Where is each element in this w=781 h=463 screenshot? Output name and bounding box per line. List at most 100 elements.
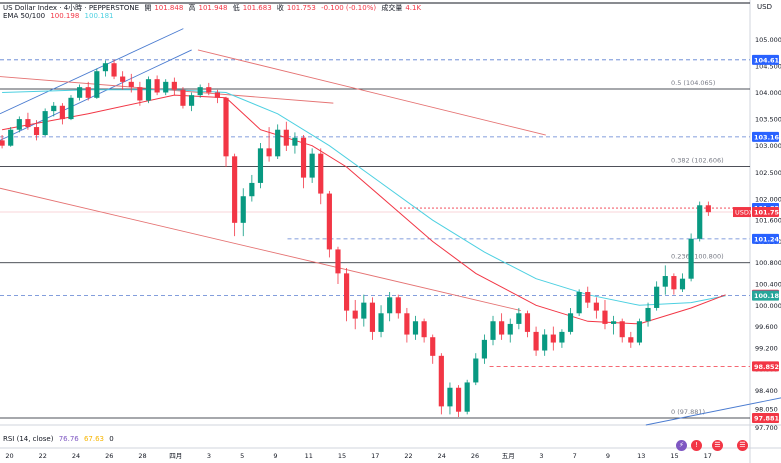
price-label-text: 97.881	[754, 415, 780, 423]
candle-body	[111, 63, 117, 77]
fib-level-label: 0.5 (104.065)	[671, 79, 715, 87]
candle-body	[499, 321, 505, 335]
volume-value: 4.1K	[405, 4, 422, 12]
candle-body	[352, 310, 358, 319]
candle-body	[163, 81, 169, 93]
candle-body	[533, 331, 539, 351]
candle-body	[206, 87, 212, 93]
candle-body	[102, 63, 109, 72]
candle-body	[438, 355, 444, 407]
candle-body	[430, 337, 436, 356]
fib-level-label: 0.382 (102.606)	[671, 157, 724, 165]
candle-body	[705, 205, 711, 213]
low-value: 101.683	[242, 4, 272, 12]
price-label-badge	[752, 131, 779, 142]
price-label-badge	[752, 207, 779, 218]
candle-body	[240, 196, 246, 223]
ema100-value: 100.181	[84, 12, 114, 20]
candle-body	[232, 156, 238, 223]
candle-body	[567, 313, 574, 332]
candle-body	[223, 97, 229, 157]
price-label-text: 101.753	[754, 209, 781, 217]
candle-body	[8, 129, 14, 146]
y-tick-label: 97.700	[755, 424, 778, 432]
x-tick-label: 15	[670, 452, 678, 460]
price-tag-badge	[733, 207, 751, 218]
candle-body	[524, 313, 531, 332]
ema100-line	[2, 89, 726, 306]
candle-body	[421, 321, 427, 338]
candle-body	[593, 302, 599, 311]
candle-body	[455, 387, 462, 412]
x-tick-label: 26	[471, 452, 479, 460]
candle-body	[318, 153, 324, 194]
candle-body	[602, 310, 608, 324]
us-flag-icon[interactable]: ☰	[737, 440, 748, 451]
x-tick-label: 9	[273, 452, 277, 460]
candle-body	[309, 153, 315, 178]
y-tick-label: 103.000	[755, 142, 781, 150]
symbol-title[interactable]: US Dollar Index · 4小時 · PEPPERSTONE	[3, 4, 140, 12]
ema-legend[interactable]: EMA 50/100 100.198 100.181	[3, 12, 116, 20]
us-flag-icon[interactable]: ☰	[712, 440, 723, 451]
price-label-text: 103.165	[754, 133, 781, 141]
rsi-legend[interactable]: RSI (14, close) 76.76 67.63 0	[3, 435, 117, 443]
x-tick-label: 22	[404, 452, 412, 460]
candle-body	[395, 297, 401, 314]
candle-body	[266, 148, 272, 157]
close-label: 收	[276, 4, 284, 12]
candle-body	[16, 119, 22, 130]
candle-body	[154, 79, 160, 93]
x-tick-label: 20	[5, 452, 13, 460]
candle-body	[464, 382, 470, 412]
candle-body	[0, 140, 5, 146]
candle-body	[387, 297, 393, 314]
candle-body	[335, 249, 341, 274]
lightning-icon[interactable]: ⚡	[676, 440, 687, 451]
candle-body	[611, 321, 617, 324]
candle-body	[137, 87, 143, 101]
candle-body	[662, 276, 668, 287]
candle-body	[145, 79, 152, 101]
candle-body	[404, 313, 410, 335]
x-tick-label: 四月	[169, 452, 182, 460]
candle-body	[361, 302, 367, 319]
candle-body	[128, 81, 134, 88]
high-value: 101.948	[198, 4, 228, 12]
candle-body	[550, 334, 556, 343]
y-tick-label: 99.600	[755, 323, 778, 331]
candle-body	[292, 137, 298, 146]
candle-body	[636, 321, 643, 343]
volume-label: 成交量	[381, 4, 403, 12]
price-label-badge	[752, 233, 779, 244]
ema50-line	[2, 94, 726, 325]
candle-body	[33, 127, 40, 136]
y-tick-label: 105.000	[755, 36, 781, 44]
candle-body	[188, 95, 195, 106]
x-tick-label: 26	[105, 452, 113, 460]
x-tick-label: 11	[305, 452, 313, 460]
x-tick-label: 22	[39, 452, 47, 460]
low-label: 低	[232, 4, 240, 12]
candle-body	[257, 148, 264, 183]
candle-body	[42, 111, 48, 136]
trendline	[0, 28, 184, 115]
candle-body	[481, 339, 487, 359]
trendline	[645, 397, 781, 426]
y-tick-label: 104.500	[755, 62, 781, 70]
candle-body	[120, 76, 126, 82]
event-flag-icon[interactable]: !	[691, 440, 702, 451]
candle-body	[447, 387, 453, 407]
y-tick-label: 103.500	[755, 116, 781, 124]
candle-body	[171, 81, 177, 90]
ema-label: EMA 50/100	[3, 12, 46, 20]
candle-body	[68, 97, 74, 120]
candle-body	[180, 89, 186, 106]
y-tick-label: 102.500	[755, 169, 781, 177]
price-label-badge	[752, 361, 779, 372]
y-tick-label: 98.400	[755, 387, 778, 395]
candle-body	[94, 71, 100, 98]
ema50-value: 100.198	[50, 12, 80, 20]
candle-body	[473, 358, 479, 383]
